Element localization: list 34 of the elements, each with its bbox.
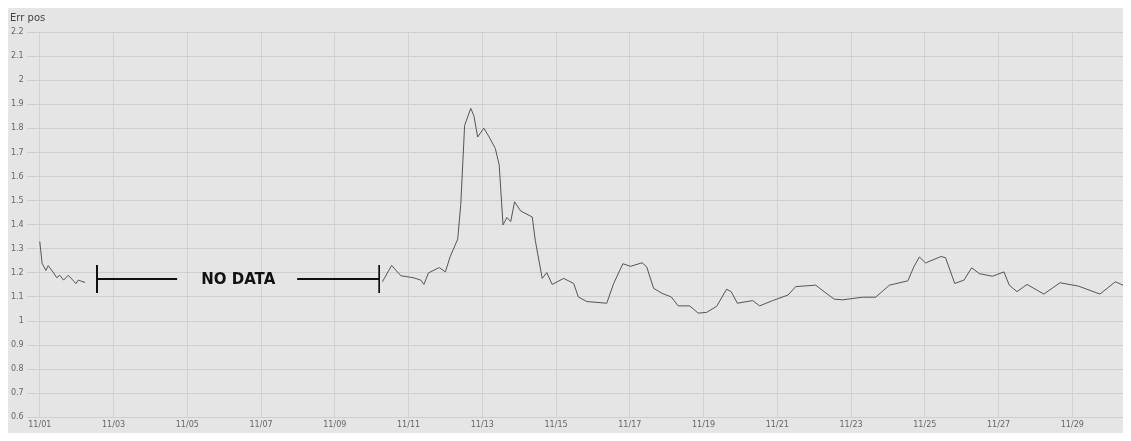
y-tick-label: 2 <box>18 75 24 85</box>
y-tick-label: 1.4 <box>10 219 24 229</box>
x-tick-label: 11/03 <box>102 420 126 430</box>
x-tick-label: 11/15 <box>544 420 568 430</box>
y-tick-label: 0.9 <box>10 340 24 350</box>
x-tick-label: 11/01 <box>28 420 52 430</box>
x-tick-label: 11/27 <box>987 420 1011 430</box>
y-tick-label: 1.2 <box>10 267 24 277</box>
x-tick-label: 11/29 <box>1060 420 1084 430</box>
x-tick-label: 11/21 <box>765 420 789 430</box>
y-axis-title: Err pos <box>10 11 46 23</box>
y-tick-label: 1.8 <box>10 123 24 133</box>
x-tick-label: 11/05 <box>175 420 199 430</box>
annotation: NO DATA <box>200 268 277 289</box>
y-tick-label: 1 <box>18 316 24 326</box>
x-tick-label: 11/09 <box>323 420 347 430</box>
x-tick-label: 11/17 <box>618 420 642 430</box>
y-tick-label: 0.7 <box>10 388 24 398</box>
y-tick-label: 1.1 <box>10 292 24 302</box>
y-tick-label: 1.5 <box>10 195 24 205</box>
x-tick-label: 11/25 <box>913 420 937 430</box>
x-tick-label: 11/07 <box>249 420 273 430</box>
x-tick-label: 11/23 <box>839 420 863 430</box>
y-tick-label: 1.3 <box>10 243 24 253</box>
y-tick-label: 2.2 <box>10 27 24 37</box>
x-tick-label: 11/11 <box>397 420 421 430</box>
y-tick-label: 1.7 <box>10 147 24 157</box>
y-tick-label: 0.8 <box>10 364 24 374</box>
y-tick-label: 1.9 <box>10 99 24 109</box>
x-tick-label: 11/19 <box>692 420 716 430</box>
y-tick-label: 0.6 <box>10 412 24 422</box>
x-tick-label: 11/13 <box>470 420 494 430</box>
y-tick-label: 2.1 <box>10 51 24 61</box>
y-tick-label: 1.6 <box>10 171 24 181</box>
